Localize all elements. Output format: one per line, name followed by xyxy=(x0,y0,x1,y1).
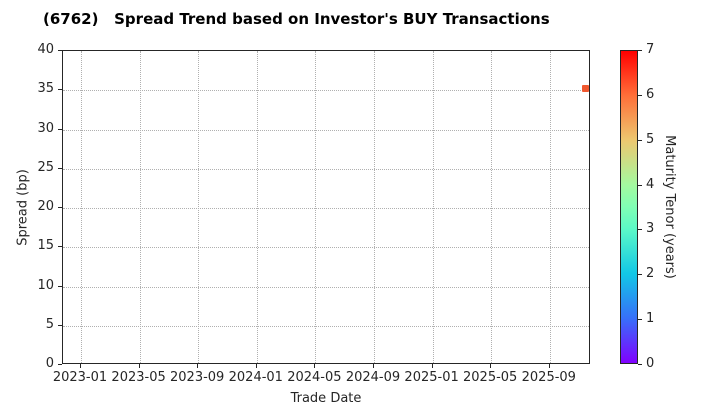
colorbar-tick-label: 3 xyxy=(646,221,655,237)
y-tick-label: 30 xyxy=(37,120,54,136)
colorbar-tick-mark xyxy=(638,274,642,276)
y-gridline xyxy=(63,90,589,92)
colorbar-tick-mark xyxy=(638,184,642,186)
colorbar-tick-label: 7 xyxy=(646,42,655,57)
x-tick-label: 2023-09 xyxy=(170,370,225,385)
y-tick-mark xyxy=(58,246,62,248)
y-tick-mark xyxy=(58,50,62,51)
y-tick-mark xyxy=(58,167,62,169)
y-tick-label: 0 xyxy=(45,356,54,371)
y-tick-label: 5 xyxy=(45,316,54,332)
x-tick-mark xyxy=(80,364,81,368)
x-gridline xyxy=(432,51,434,363)
colorbar-tick-mark xyxy=(638,229,642,231)
colorbar-tick-label: 1 xyxy=(646,311,655,327)
x-gridline xyxy=(491,51,493,363)
y-tick-label: 35 xyxy=(37,81,54,97)
colorbar-tick-label: 4 xyxy=(646,176,655,192)
x-gridline xyxy=(81,51,82,363)
y-tick-label: 15 xyxy=(37,238,54,254)
y-gridline xyxy=(63,168,589,170)
x-tick-mark xyxy=(197,364,199,368)
x-tick-mark xyxy=(255,364,257,368)
y-tick-mark xyxy=(58,364,62,365)
scatter-point xyxy=(581,84,589,92)
x-tick-label: 2025-09 xyxy=(521,370,576,385)
x-axis-label: Trade Date xyxy=(290,391,362,406)
x-gridline xyxy=(549,51,551,363)
x-tick-mark xyxy=(490,364,492,368)
y-tick-mark xyxy=(58,285,62,287)
x-tick-mark xyxy=(314,364,316,368)
x-tick-mark xyxy=(138,364,140,368)
colorbar-tick-label: 0 xyxy=(646,356,655,371)
y-tick-mark xyxy=(58,128,62,130)
colorbar-tick-label: 2 xyxy=(646,266,655,282)
x-gridline xyxy=(315,51,317,363)
x-tick-label: 2024-01 xyxy=(228,370,283,385)
x-tick-mark xyxy=(431,364,433,368)
y-tick-mark xyxy=(58,207,62,208)
y-gridline xyxy=(63,247,589,249)
colorbar xyxy=(620,50,638,364)
y-tick-mark xyxy=(58,324,62,326)
colorbar-tick-mark xyxy=(638,50,642,51)
y-gridline xyxy=(63,286,589,288)
x-tick-mark xyxy=(548,364,550,368)
x-gridline xyxy=(374,51,375,363)
x-tick-label: 2025-05 xyxy=(463,370,518,385)
x-tick-label: 2023-01 xyxy=(52,370,108,385)
x-tick-label: 2023-05 xyxy=(111,370,166,385)
x-tick-label: 2025-01 xyxy=(404,370,459,385)
plot-area xyxy=(62,50,590,364)
x-gridline xyxy=(256,51,258,363)
x-tick-label: 2024-09 xyxy=(345,370,401,385)
colorbar-tick-mark xyxy=(638,364,642,365)
y-gridline xyxy=(63,129,589,131)
y-tick-label: 40 xyxy=(37,42,54,57)
x-gridline xyxy=(198,51,200,363)
x-gridline xyxy=(139,51,141,363)
x-tick-label: 2024-05 xyxy=(287,370,342,385)
chart-title: (6762) Spread Trend based on Investor's … xyxy=(43,10,550,28)
colorbar-label: Maturity Tenor (years) xyxy=(662,135,677,279)
colorbar-tick-mark xyxy=(638,319,642,321)
y-tick-label: 10 xyxy=(37,277,54,293)
colorbar-tick-label: 5 xyxy=(646,131,655,147)
y-tick-mark xyxy=(58,89,62,91)
y-tick-label: 25 xyxy=(37,159,54,175)
colorbar-tick-mark xyxy=(638,94,642,96)
colorbar-tick-label: 6 xyxy=(646,86,655,102)
colorbar-tick-mark xyxy=(638,139,642,141)
y-gridline xyxy=(63,208,589,209)
x-tick-mark xyxy=(373,364,374,368)
y-tick-label: 20 xyxy=(37,199,54,214)
y-gridline xyxy=(63,325,589,327)
